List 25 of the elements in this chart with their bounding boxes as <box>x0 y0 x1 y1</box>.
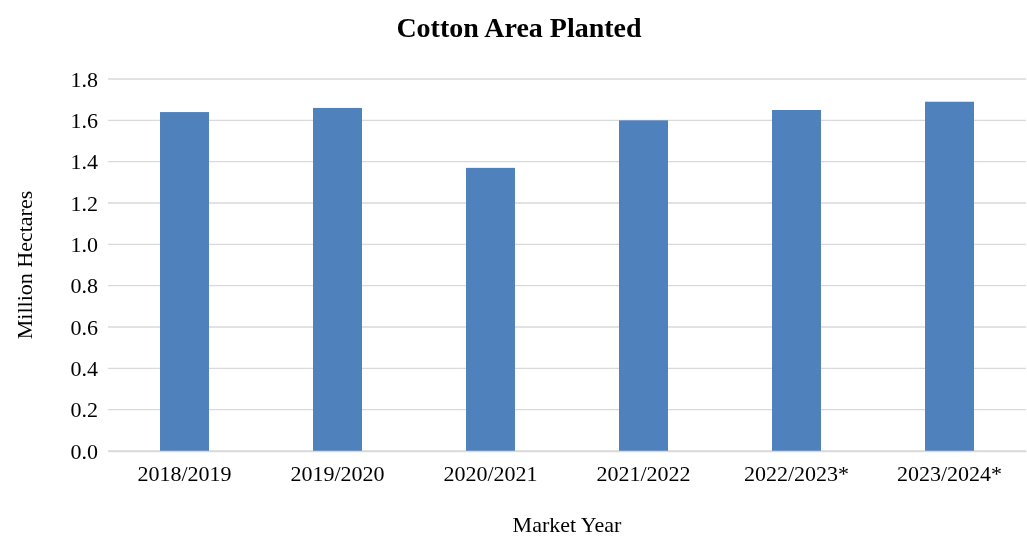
y-tick-label: 1.6 <box>70 107 98 133</box>
y-tick-label: 0.0 <box>70 438 98 464</box>
y-axis-title: Million Hectares <box>12 190 37 340</box>
bar <box>313 107 362 451</box>
y-tick-label: 1.2 <box>70 190 98 216</box>
bar <box>619 120 668 451</box>
bar <box>160 112 209 451</box>
y-tick-label: 0.8 <box>70 273 98 299</box>
bar <box>772 110 821 451</box>
y-tick-label: 1.4 <box>70 149 98 175</box>
x-tick-label: 2019/2020 <box>290 460 385 486</box>
bar <box>466 167 515 451</box>
y-tick-label: 1.8 <box>70 66 98 92</box>
x-axis-title: Market Year <box>512 512 623 537</box>
x-tick-label: 2020/2021 <box>443 460 538 486</box>
chart-title: Cotton Area Planted <box>396 12 643 43</box>
x-tick-label: 2022/2023* <box>743 460 850 486</box>
y-tick-label: 1.0 <box>70 231 98 257</box>
y-tick-label: 0.2 <box>70 397 98 423</box>
y-tick-label: 0.6 <box>70 314 98 340</box>
x-tick-label: 2018/2019 <box>137 460 232 486</box>
x-tick-label: 2023/2024* <box>896 460 1003 486</box>
y-tick-label: 0.4 <box>70 355 98 381</box>
x-tick-label: 2021/2022 <box>596 460 691 486</box>
bar <box>925 101 974 451</box>
